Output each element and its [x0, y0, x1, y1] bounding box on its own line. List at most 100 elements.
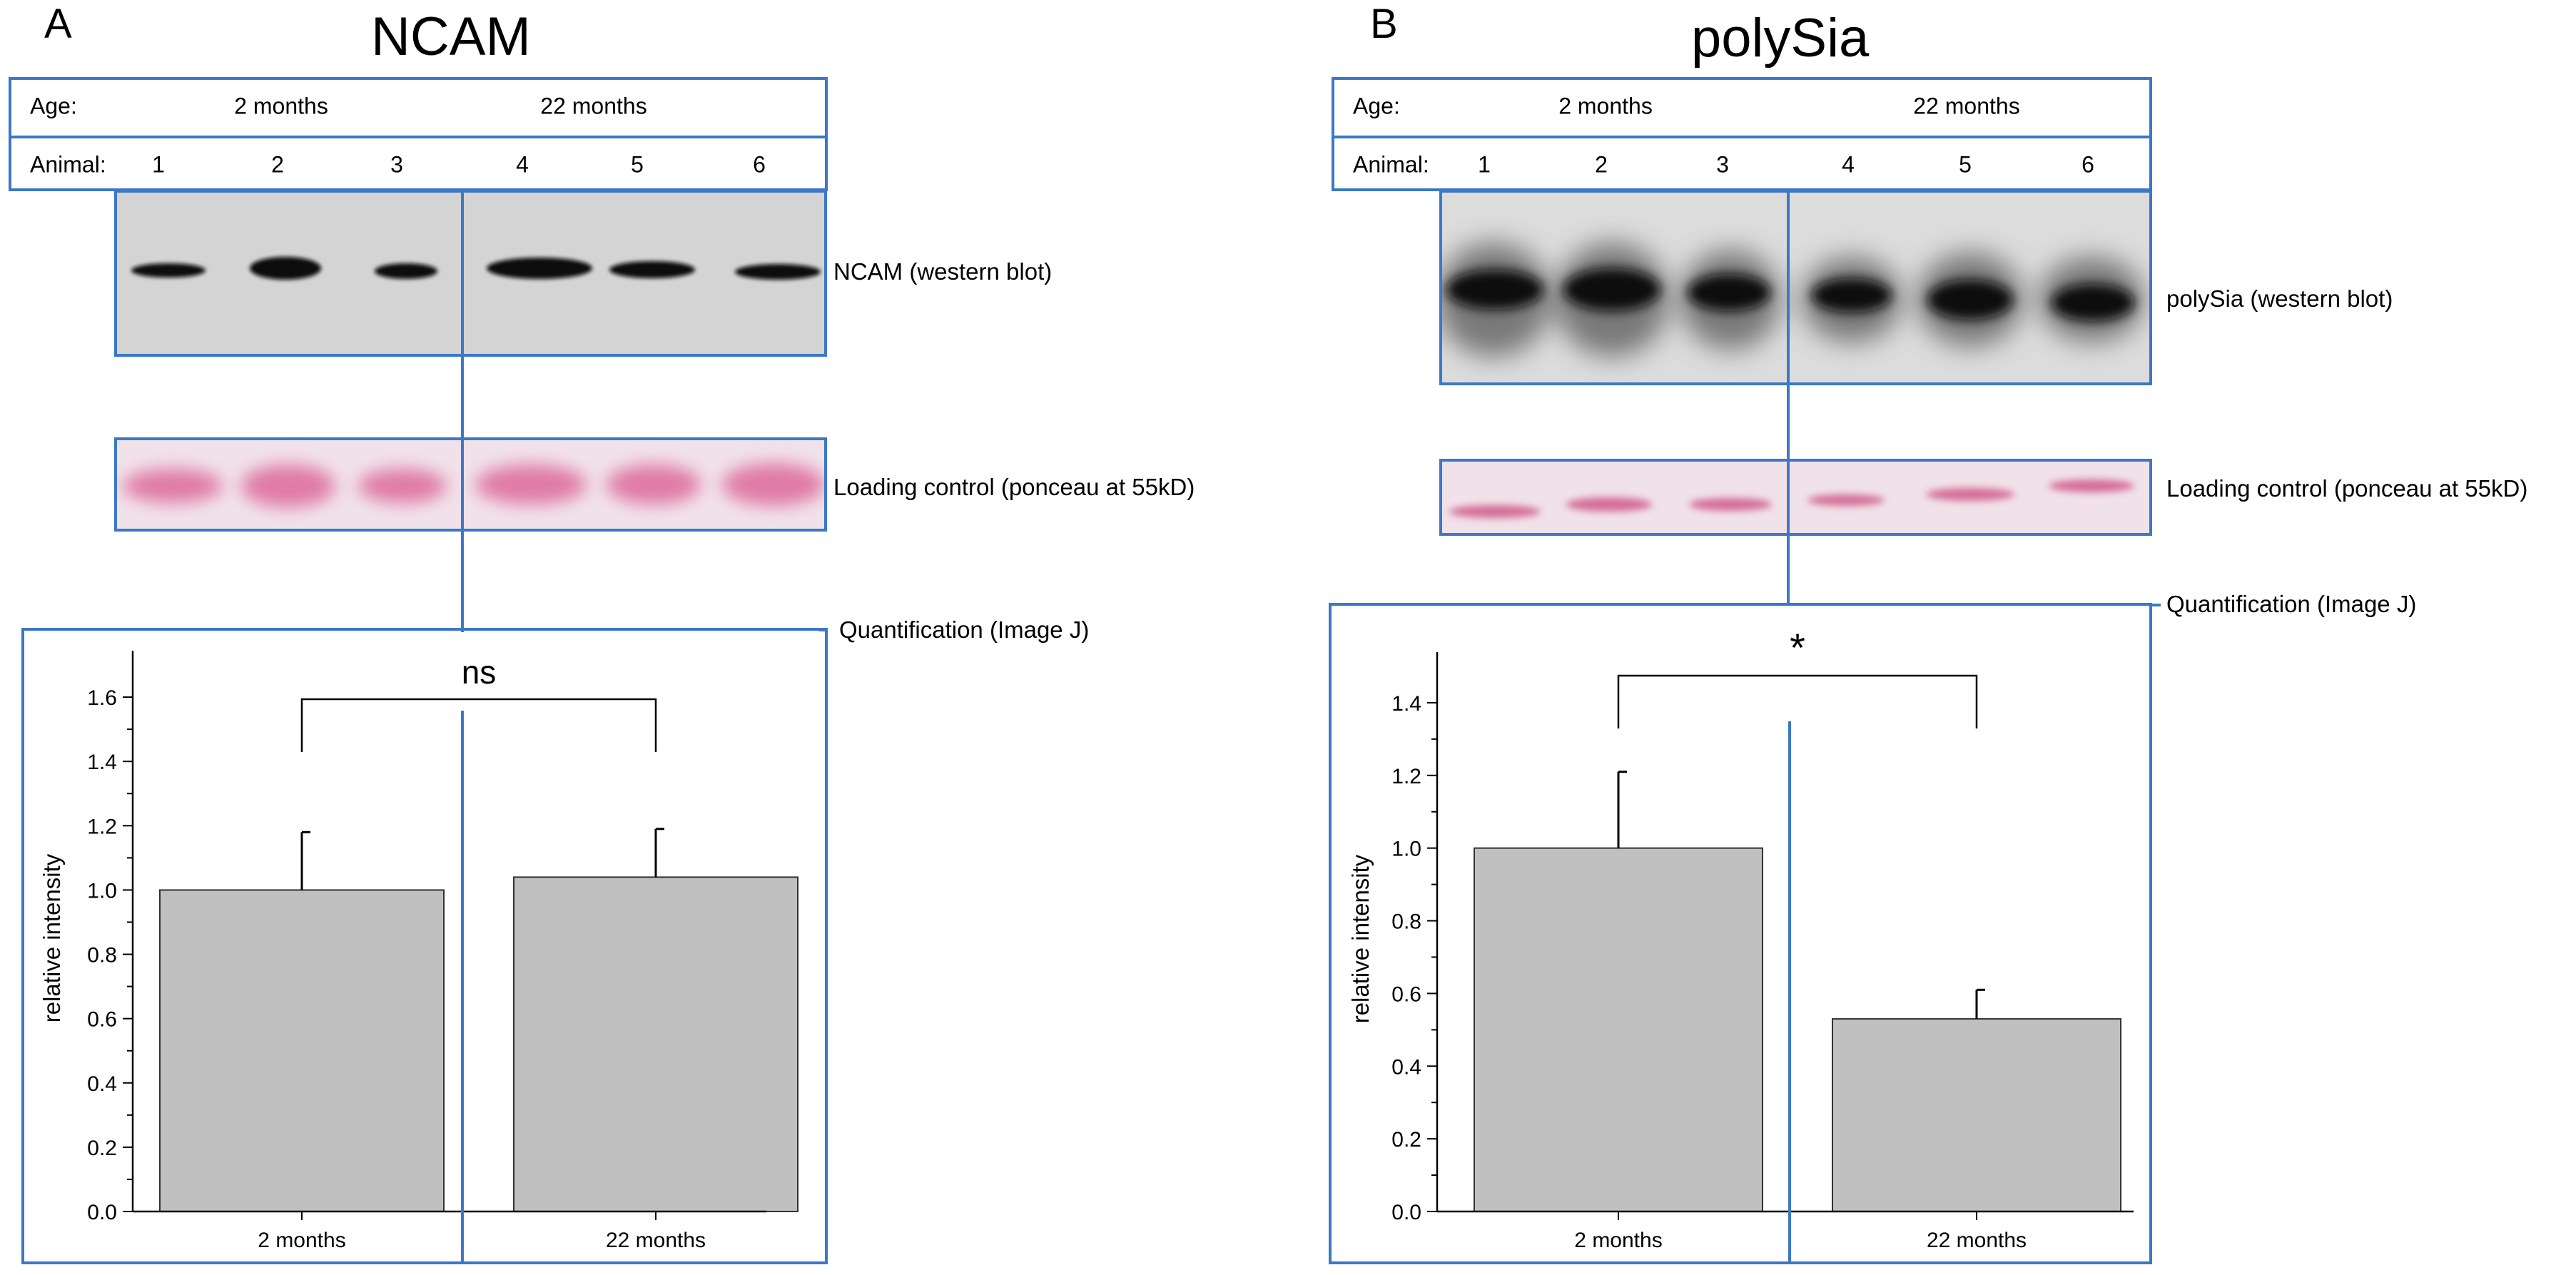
age-group-22-months: 22 months	[1913, 93, 2020, 119]
polysia-loading-control	[1439, 459, 2152, 536]
x-tick-label: 22 months	[1927, 1229, 2027, 1252]
ponceau-band-5	[1926, 488, 2014, 501]
ncam-bar-chart: 2 months 22 months 0.0 0.2 0.4 0.6 0.8 1.0 1.2 1.…	[39, 651, 798, 1261]
animal-label: Animal:	[1353, 151, 1429, 178]
y-tick-label: 0.4	[1391, 1055, 1421, 1079]
age-group-2-months: 2 months	[1558, 93, 1653, 119]
polysia-band-3	[1688, 274, 1770, 311]
ponceau-band-1	[1449, 505, 1541, 518]
y-tick-label: 0.8	[1391, 910, 1421, 934]
animal-2: 2	[1595, 151, 1608, 178]
ponceau-band-4	[1807, 494, 1885, 506]
ncam-band-3	[375, 263, 437, 279]
panel-b-sample-table: Age: 2 months 22 months Animal: 1 2 3 4 …	[1332, 77, 2152, 191]
significance-bracket	[300, 698, 657, 752]
age-divider-line	[1788, 721, 1791, 1261]
ncam-loading-label: Loading control (ponceau at 55kD)	[833, 474, 1195, 500]
polysia-blot-label: polySia (western blot)	[2166, 285, 2393, 312]
animal-5: 5	[631, 151, 644, 178]
x-tick-label: 2 months	[258, 1229, 345, 1252]
ponceau-band-5	[607, 464, 701, 504]
ncam-band-5	[609, 261, 695, 278]
polysia-band-4	[1812, 278, 1892, 313]
y-tick-label: 0.2	[87, 1137, 117, 1160]
panel-a-title: NCAM	[371, 6, 531, 67]
polysia-quant-label: Quantification (Image J)	[2166, 591, 2417, 617]
ncam-band-6	[735, 264, 821, 280]
bar-22-months	[513, 876, 798, 1212]
table-divider	[11, 136, 825, 138]
ncam-loading-control	[114, 437, 827, 532]
y-tick-label: 0.2	[1391, 1128, 1421, 1152]
table-divider	[1334, 136, 2149, 138]
age-divider-line	[461, 711, 464, 1261]
ncam-band-4	[487, 258, 592, 279]
y-tick-label: 0.8	[87, 944, 117, 967]
ncam-western-blot	[114, 190, 827, 357]
polysia-bar-chart: 2 months 22 months 0.0 0.2 0.4 0.6 0.8 1.0 1.2 1.…	[1347, 625, 2134, 1261]
animal-5: 5	[1959, 151, 1972, 178]
panel-b-title: polySia	[1691, 8, 1870, 68]
animal-4: 4	[516, 151, 529, 178]
ponceau-band-6	[722, 463, 824, 506]
x-tick-label: 2 months	[1574, 1229, 1662, 1252]
ponceau-band-3	[358, 469, 447, 503]
y-tick-label: 1.2	[1391, 765, 1421, 788]
ponceau-band-4	[475, 464, 587, 504]
animal-4: 4	[1842, 151, 1855, 178]
animal-row: Animal: 1 2 3 4 5 6	[1334, 138, 2149, 191]
age-row: Age: 2 months 22 months	[11, 80, 825, 133]
age-divider-line	[1787, 190, 1790, 604]
bar-22-months	[1832, 1018, 2121, 1212]
age-label: Age:	[1353, 93, 1400, 119]
ncam-blot-label: NCAM (western blot)	[833, 258, 1053, 285]
panel-a-letter: A	[44, 1, 72, 47]
ponceau-band-3	[1689, 498, 1772, 511]
y-tick-label: 1.4	[1391, 692, 1421, 716]
polysia-band-5	[1927, 280, 2013, 320]
bar-2-months	[1474, 847, 1763, 1212]
y-tick-label: 1.0	[87, 879, 117, 903]
y-axis-label: relative intensity	[39, 853, 65, 1022]
y-tick-label: 1.4	[87, 751, 117, 774]
significance-label: ns	[462, 654, 497, 691]
ncam-band-2	[250, 257, 321, 280]
x-tick-label: 22 months	[606, 1229, 706, 1252]
age-row: Age: 2 months 22 months	[1334, 80, 2149, 133]
polysia-band-6	[2052, 284, 2134, 321]
animal-1: 1	[152, 151, 165, 178]
ponceau-band-2	[241, 464, 335, 507]
polysia-western-blot	[1439, 190, 2152, 385]
y-tick-label: 0.0	[1391, 1201, 1421, 1224]
y-axis-label: relative intensity	[1347, 854, 1374, 1023]
animal-1: 1	[1478, 151, 1491, 178]
y-tick-label: 0.6	[1391, 982, 1421, 1006]
significance-label: *	[1790, 625, 1805, 670]
ncam-chart-frame: 2 months 22 months 0.0 0.2 0.4 0.6 0.8 1.0 1.2 1.…	[21, 628, 828, 1264]
age-label: Age:	[30, 93, 77, 119]
animal-3: 3	[1716, 151, 1729, 178]
y-tick-label: 1.0	[1391, 838, 1421, 861]
y-tick-label: 0.6	[87, 1008, 117, 1032]
polysia-band-1	[1446, 270, 1543, 310]
significance-bracket	[1617, 674, 1978, 728]
ncam-band-1	[131, 263, 206, 278]
ponceau-band-1	[123, 469, 223, 503]
ponceau-band-6	[2049, 479, 2134, 492]
panel-a-sample-table: Age: 2 months 22 months Animal: 1 2 3 4 …	[9, 77, 828, 191]
ponceau-band-2	[1566, 497, 1652, 512]
animal-row: Animal: 1 2 3 4 5 6	[11, 138, 825, 191]
polysia-chart-frame: 2 months 22 months 0.0 0.2 0.4 0.6 0.8 1.0 1.2 1.…	[1329, 603, 2152, 1264]
y-tick-label: 1.6	[87, 686, 117, 710]
animal-2: 2	[271, 151, 284, 178]
polysia-loading-label: Loading control (ponceau at 55kD)	[2166, 475, 2528, 502]
ncam-quant-label: Quantification (Image J)	[839, 616, 1090, 643]
panel-b-letter: B	[1370, 1, 1398, 47]
animal-6: 6	[753, 151, 766, 178]
bar-2-months	[159, 889, 445, 1212]
quant-tick	[2149, 604, 2161, 606]
y-tick-label: 0.0	[87, 1201, 117, 1224]
age-divider-line	[461, 190, 464, 632]
y-tick-label: 0.4	[87, 1072, 117, 1096]
polysia-band-2	[1563, 268, 1660, 311]
